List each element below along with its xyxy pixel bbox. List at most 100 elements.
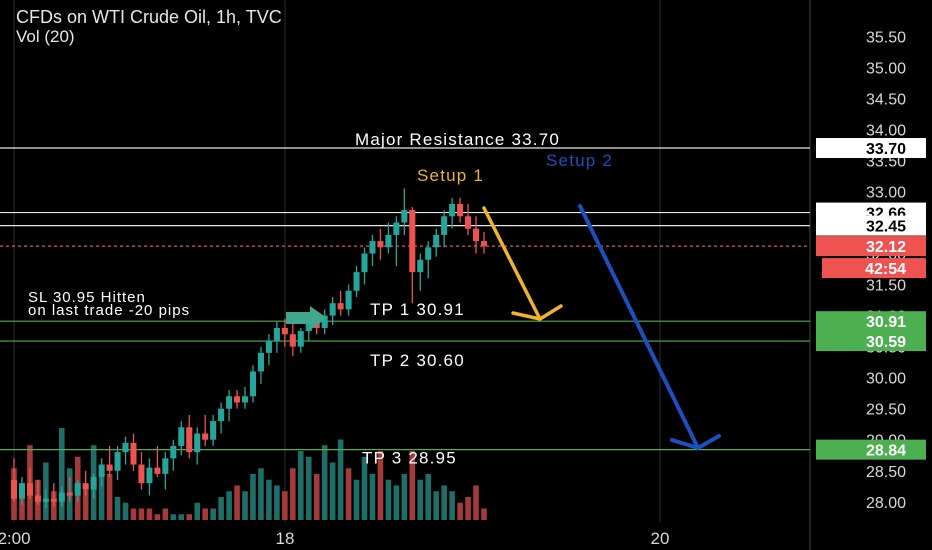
volume-bar <box>154 514 161 520</box>
volume-bar <box>146 508 153 520</box>
volume-bar <box>138 508 145 520</box>
volume-bar <box>210 508 216 520</box>
volume-bar <box>473 485 479 520</box>
candle <box>297 331 304 347</box>
price-label-box <box>816 138 926 159</box>
sl-note-line1: SL 30.95 Hitten <box>28 289 146 306</box>
price-tick-label: 29.50 <box>866 402 906 419</box>
candle <box>281 328 288 335</box>
volume-bar <box>313 474 320 520</box>
candle <box>42 498 49 502</box>
candle <box>106 464 113 471</box>
volume-bar <box>250 474 256 520</box>
setup-2-label: Setup 2 <box>546 151 613 170</box>
candle <box>18 483 25 499</box>
candle <box>114 452 121 471</box>
price-tick-label: 28.50 <box>866 464 906 481</box>
volume-indicator-label: Vol (20) <box>16 27 75 46</box>
candle <box>257 352 264 372</box>
volume-bar <box>234 485 240 520</box>
candle <box>480 241 488 247</box>
candle <box>98 464 105 477</box>
candle <box>393 222 400 235</box>
volume-bar <box>305 456 312 520</box>
candle <box>122 442 129 453</box>
candle <box>34 495 41 502</box>
volume-bar <box>226 491 232 520</box>
volume-bar <box>282 491 288 520</box>
candle <box>202 433 209 440</box>
candle <box>178 427 185 446</box>
price-label-text: 28.84 <box>866 443 906 460</box>
time-tick-label: 18 <box>276 529 295 548</box>
volume-bar <box>353 479 360 520</box>
volume-bar <box>194 502 201 520</box>
candle <box>433 234 440 248</box>
candle <box>385 234 392 248</box>
volume-bar <box>178 514 185 520</box>
setup-2-arrowhead <box>670 434 721 450</box>
candle <box>369 241 376 254</box>
candle <box>425 247 432 260</box>
volume-bar <box>186 514 193 520</box>
volume-bar <box>218 497 224 520</box>
candle <box>329 303 336 316</box>
volume-bar <box>59 428 65 520</box>
volume-bar <box>114 497 121 520</box>
candle <box>170 445 177 459</box>
volume-bar <box>258 468 264 520</box>
volume-bar <box>393 485 400 520</box>
price-label-text: 32.45 <box>866 219 906 236</box>
candle <box>162 458 169 474</box>
volume-bar <box>369 474 376 520</box>
volume-bar <box>417 479 424 520</box>
countdown-text: 42:54 <box>865 261 906 278</box>
candle <box>305 321 312 332</box>
candle <box>465 216 472 229</box>
candle <box>457 203 464 217</box>
price-label-box <box>816 236 926 257</box>
countdown-box <box>822 258 926 279</box>
price-tick-label: 34.00 <box>866 122 906 139</box>
candle <box>441 216 448 235</box>
candle <box>361 253 368 273</box>
candle <box>58 492 65 502</box>
arrow-icon <box>286 306 327 330</box>
time-tick-label: 20 <box>651 529 670 548</box>
candle <box>321 315 328 329</box>
volume-bar <box>465 497 471 520</box>
candle <box>273 328 280 341</box>
volume-bar <box>457 502 463 520</box>
major-resistance-label: Major Resistance 33.70 <box>355 130 560 149</box>
setup-2-arrow <box>578 204 700 450</box>
candle <box>234 396 241 403</box>
price-tick-label: 31.50 <box>866 278 906 295</box>
volume-bar <box>425 474 432 520</box>
volume-bar <box>170 514 177 520</box>
candle <box>289 334 296 347</box>
volume-bar <box>202 508 208 520</box>
volume-bar <box>290 468 296 520</box>
candle <box>50 498 57 502</box>
price-label-box <box>816 215 926 236</box>
volume-bar <box>242 491 248 520</box>
candle <box>249 371 257 397</box>
volume-bar <box>82 485 89 520</box>
candle <box>449 203 456 217</box>
candle <box>82 483 89 490</box>
candle <box>337 303 344 310</box>
candle <box>401 210 408 223</box>
volume-bar <box>449 491 455 520</box>
volume-bar <box>106 474 113 520</box>
price-tick-label: 35.50 <box>866 29 906 46</box>
candle <box>154 467 161 474</box>
candle <box>138 464 145 484</box>
price-tick-label: 28.00 <box>866 495 906 512</box>
candle <box>473 228 480 242</box>
volume-bar <box>481 508 487 520</box>
candle <box>241 396 249 403</box>
volume-bar <box>162 508 169 520</box>
candle <box>226 396 233 409</box>
candle <box>194 433 201 453</box>
